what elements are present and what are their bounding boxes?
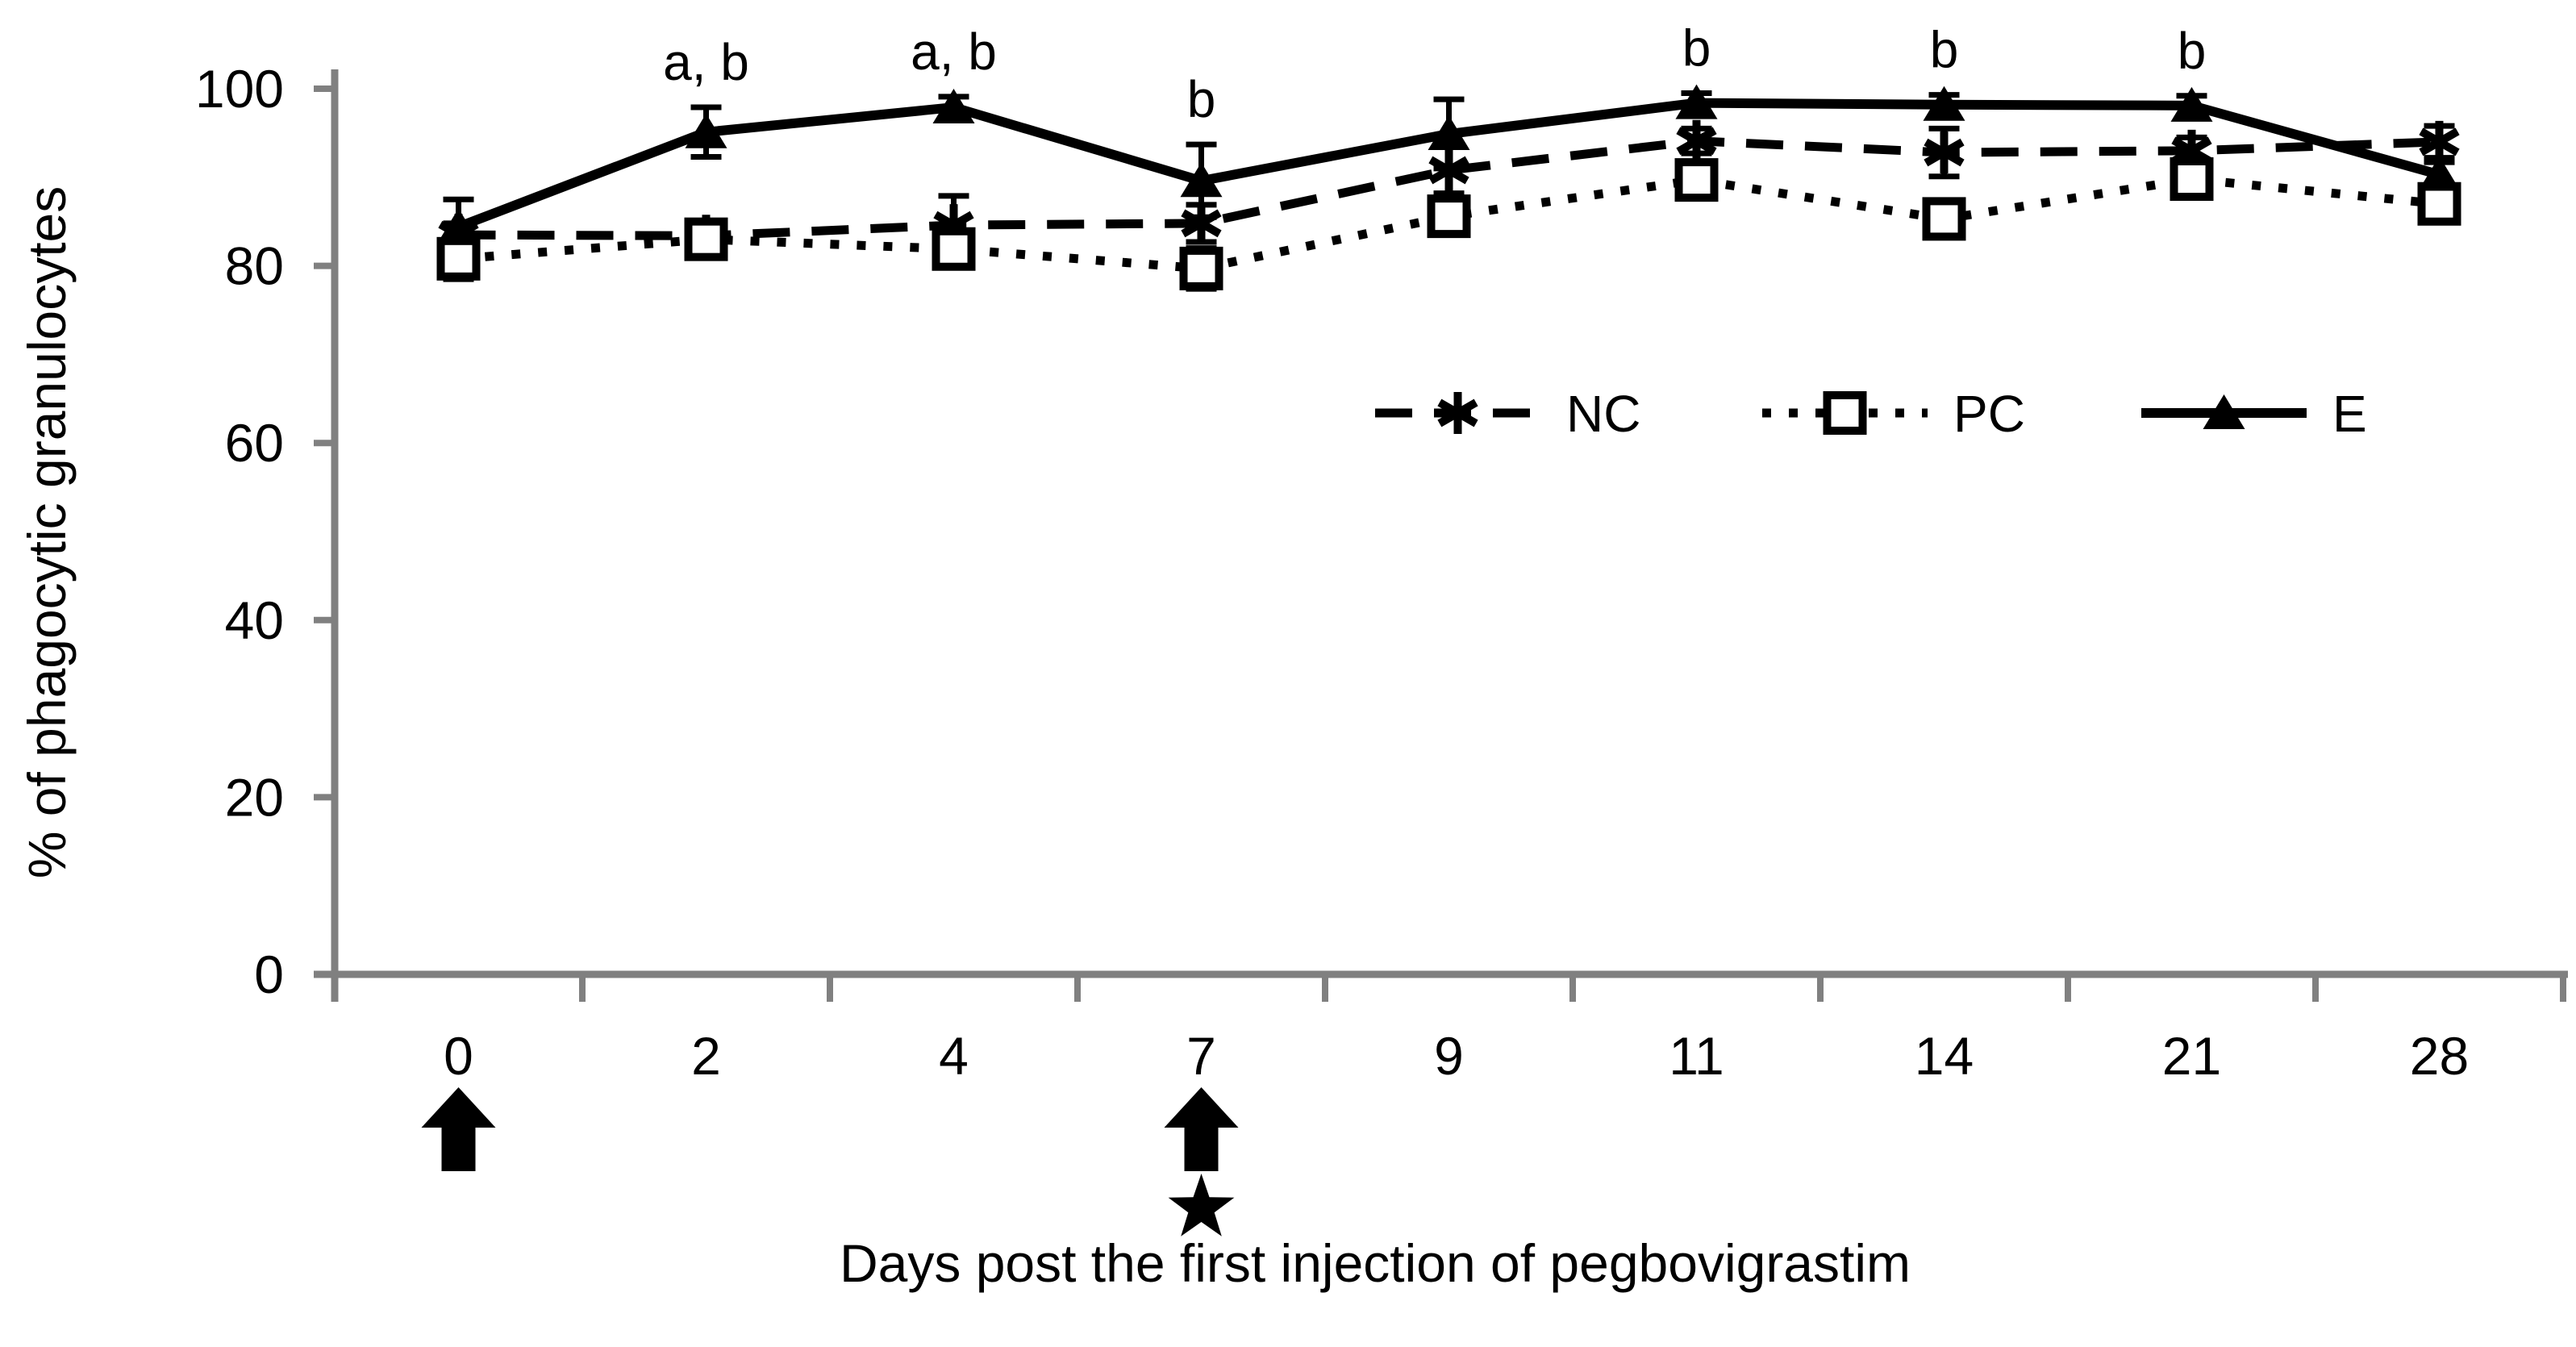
legend-label-E: E <box>2332 385 2367 443</box>
x-tick-label: 2 <box>691 1026 721 1086</box>
x-tick-label: 21 <box>2162 1026 2221 1086</box>
x-tick-label: 0 <box>444 1026 473 1086</box>
legend-label-PC: PC <box>1953 385 2025 443</box>
significance-label: b <box>1187 70 1216 128</box>
significance-label: b <box>2178 22 2207 80</box>
star-icon <box>1168 1174 1235 1236</box>
y-tick-label: 40 <box>225 590 284 650</box>
event-markers <box>421 1087 1239 1236</box>
series-NC-line <box>458 136 2440 240</box>
x-axis-ticks: 0 2 4 7 9 11 14 21 28 <box>331 974 2566 1086</box>
series-PC-markers <box>436 156 2461 290</box>
significance-label: b <box>1682 19 1711 77</box>
x-tick-label: 7 <box>1186 1026 1216 1086</box>
significance-annotations: a, b a, b b b b b <box>663 19 2206 128</box>
x-axis-title: Days post the first injection of pegbovi… <box>840 1233 1911 1293</box>
x-tick-label: 9 <box>1434 1026 1464 1086</box>
y-tick-label: 60 <box>225 413 284 473</box>
injection-arrow-icon <box>421 1087 496 1171</box>
x-tick-label: 14 <box>1915 1026 1974 1086</box>
y-axis-ticks: 0 20 40 60 80 100 <box>195 59 335 1004</box>
legend-label-NC: NC <box>1566 385 1640 443</box>
series-E-markers <box>437 84 2461 244</box>
y-tick-label: 0 <box>254 945 284 1004</box>
significance-label: a, b <box>911 23 997 81</box>
significance-label: b <box>1930 21 1959 79</box>
injection-arrow-icon <box>1164 1087 1239 1171</box>
x-tick-label: 28 <box>2410 1026 2469 1086</box>
axes <box>314 69 2568 1002</box>
legend: NC PC E <box>1375 385 2367 443</box>
y-axis-title: % of phagocytic granulocytes <box>17 186 77 879</box>
y-tick-label: 20 <box>225 767 284 827</box>
x-tick-label: 11 <box>1669 1026 1724 1086</box>
significance-label: a, b <box>663 33 749 91</box>
y-tick-label: 100 <box>195 59 284 119</box>
y-tick-label: 80 <box>225 236 284 296</box>
x-tick-label: 4 <box>939 1026 969 1086</box>
